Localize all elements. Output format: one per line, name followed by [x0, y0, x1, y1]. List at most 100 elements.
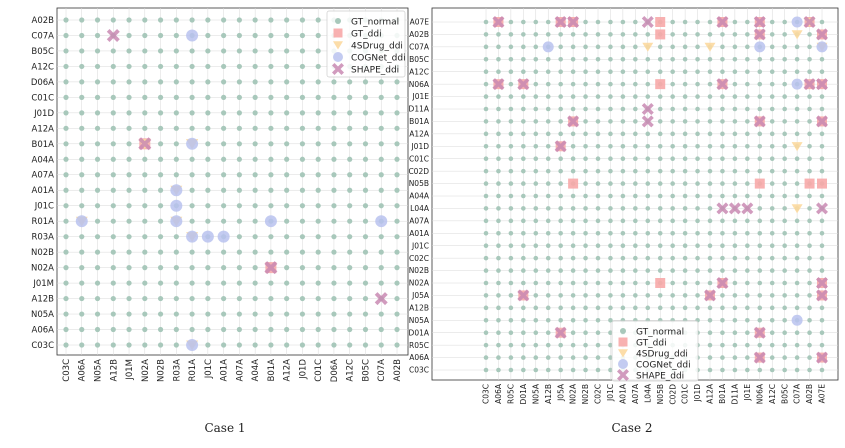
gt-normal-point: [682, 243, 688, 249]
gt-normal-point: [608, 206, 613, 211]
gt-normal-point: [720, 181, 725, 186]
gt-normal-point: [682, 56, 688, 62]
gt-normal-point: [707, 106, 713, 112]
gt-normal-point: [707, 355, 713, 360]
x-tick-label: C01C: [314, 359, 324, 382]
gt-normal-point: [807, 106, 812, 112]
legend-marker-gt-ddi: [333, 28, 343, 38]
x-tick-label: C01C: [681, 384, 690, 404]
gt-normal-point: [720, 255, 725, 261]
shape-ddi-point: [716, 16, 729, 28]
gt-normal-point: [807, 218, 812, 224]
gt-normal-point: [732, 280, 738, 286]
gt-normal-point: [769, 268, 775, 273]
shape-ddi-point: [816, 28, 828, 41]
gt-normal-point: [670, 230, 675, 236]
gt-normal-point: [570, 367, 576, 373]
gt-normal-point: [782, 119, 787, 124]
y-tick-label: J01D: [410, 142, 429, 151]
gt-normal-point: [508, 106, 514, 112]
gt-normal-point: [782, 131, 787, 137]
gt-normal-point: [252, 280, 258, 286]
x-tick-label: J01D: [693, 384, 702, 403]
gt-normal-point: [284, 156, 290, 162]
gt-normal-point: [362, 280, 369, 286]
gt-normal-point: [570, 255, 576, 261]
shape-ddi-point: [716, 277, 729, 289]
gt-normal-point: [732, 19, 738, 25]
gt-normal-point: [720, 131, 725, 137]
gt-ddi-point: [754, 178, 765, 189]
gt-normal-point: [126, 280, 132, 286]
shape-ddi-point: [704, 289, 716, 302]
gt-normal-point: [633, 280, 638, 286]
y-tick-label: A04A: [32, 155, 55, 165]
x-tick-label: A06A: [494, 383, 503, 404]
gt-normal-point: [695, 218, 700, 224]
gt-normal-point: [362, 79, 369, 85]
shape-ddi-point: [264, 261, 278, 275]
gt-normal-point: [63, 218, 69, 224]
gt-normal-point: [331, 172, 337, 178]
gt-normal-point: [142, 234, 148, 240]
legend-marker-gt-normal: [620, 328, 626, 334]
gt-normal-point: [110, 110, 116, 116]
gt-normal-point: [720, 168, 725, 174]
gt-normal-point: [595, 44, 601, 50]
cognet-ddi-point: [186, 339, 199, 351]
gt-normal-point: [521, 305, 526, 311]
gt-normal-point: [620, 243, 626, 249]
gt-normal-point: [570, 305, 576, 311]
gt-normal-point: [94, 203, 101, 209]
gt-normal-point: [252, 17, 258, 23]
gt-normal-point: [126, 295, 132, 302]
gt-normal-point: [284, 48, 290, 54]
gt-normal-point: [807, 280, 812, 286]
gt-normal-point: [595, 355, 601, 360]
gt-normal-point: [570, 243, 576, 249]
gt-normal-point: [331, 156, 337, 162]
gt-normal-point: [533, 305, 539, 311]
gt-normal-point: [695, 131, 700, 137]
gt-normal-point: [570, 342, 576, 348]
gt-normal-point: [657, 168, 663, 174]
gt-normal-point: [284, 311, 290, 317]
gt-normal-point: [142, 63, 148, 70]
gt-normal-point: [236, 187, 242, 193]
gt-normal-point: [794, 106, 800, 112]
gt-normal-point: [221, 125, 227, 131]
gt-ddi-point: [655, 29, 666, 40]
gt-normal-point: [378, 311, 384, 317]
gt-normal-point: [126, 63, 132, 70]
gt-normal-point: [794, 94, 800, 99]
gt-normal-point: [315, 32, 321, 39]
gt-normal-point: [268, 249, 274, 255]
gt-normal-point: [236, 156, 242, 162]
gt-normal-point: [645, 193, 651, 199]
gt-normal-point: [695, 143, 700, 149]
x-tick-label: D11A: [731, 383, 740, 404]
gt-normal-point: [63, 79, 69, 85]
gt-normal-point: [521, 255, 526, 261]
y-tick-label: R03A: [31, 233, 54, 243]
gt-normal-point: [769, 230, 775, 236]
gt-normal-point: [533, 168, 539, 174]
gt-normal-point: [769, 168, 775, 174]
gt-normal-point: [608, 293, 613, 298]
gt-normal-point: [347, 234, 353, 240]
gt-normal-point: [819, 143, 825, 149]
gt-normal-point: [657, 181, 663, 186]
gt-normal-point: [483, 342, 489, 348]
gt-normal-point: [221, 295, 227, 302]
gt-normal-point: [331, 234, 337, 240]
gt-normal-point: [633, 168, 638, 174]
gt-normal-point: [508, 218, 514, 224]
gt-normal-point: [221, 265, 227, 271]
gt-normal-point: [558, 255, 563, 261]
gt-normal-point: [63, 32, 69, 39]
x-tick-label: A02B: [393, 359, 403, 382]
gt-normal-point: [769, 44, 775, 50]
gt-normal-point: [521, 168, 526, 174]
gt-normal-point: [819, 367, 825, 373]
gt-normal-point: [682, 32, 688, 37]
